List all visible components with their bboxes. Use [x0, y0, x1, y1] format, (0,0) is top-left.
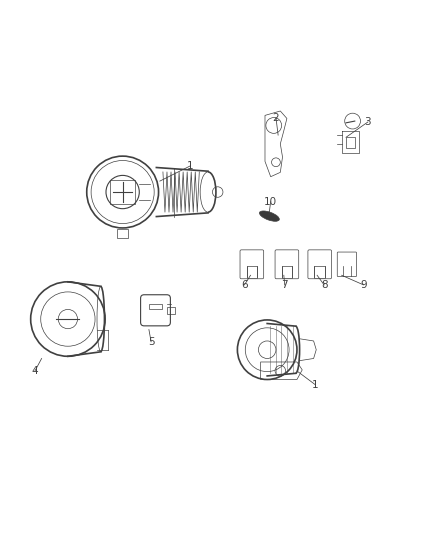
Text: 5: 5 — [148, 337, 155, 347]
Text: 10: 10 — [264, 197, 277, 207]
Text: 3: 3 — [364, 117, 371, 127]
Text: 1: 1 — [312, 379, 319, 390]
Text: 7: 7 — [281, 280, 288, 290]
Text: 6: 6 — [241, 280, 248, 290]
Text: 9: 9 — [360, 280, 367, 290]
Text: 4: 4 — [32, 366, 39, 376]
FancyBboxPatch shape — [314, 266, 325, 278]
Text: 8: 8 — [321, 280, 328, 290]
FancyBboxPatch shape — [247, 266, 257, 278]
Text: 2: 2 — [272, 112, 279, 123]
Text: 1: 1 — [187, 161, 194, 171]
Ellipse shape — [259, 211, 279, 221]
FancyBboxPatch shape — [282, 266, 292, 278]
